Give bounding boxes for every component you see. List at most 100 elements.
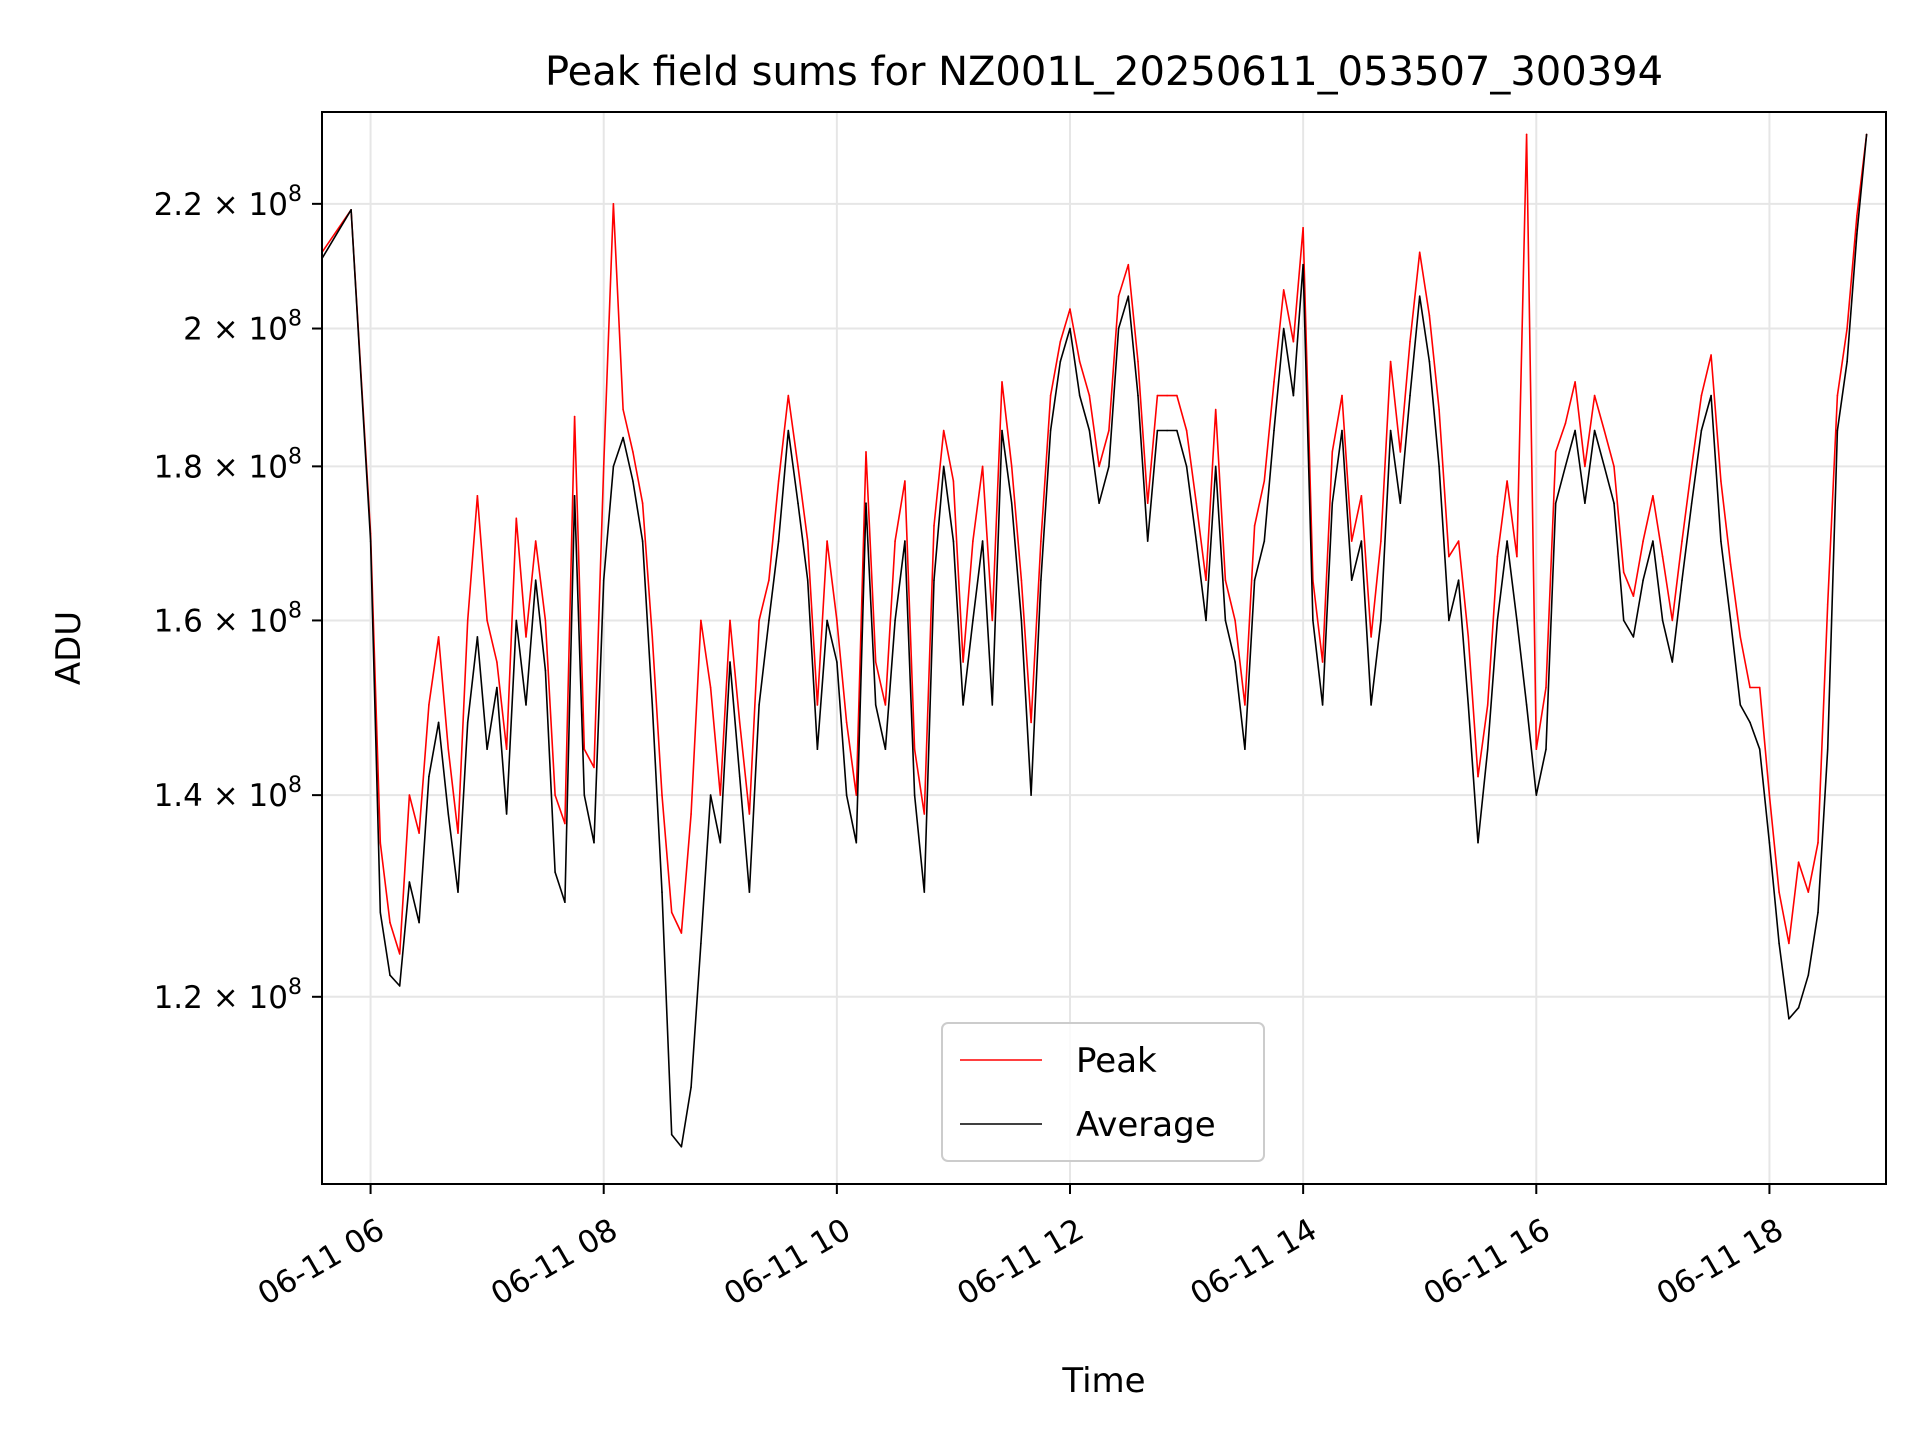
series-peak-line-point <box>496 661 498 663</box>
series-average-line-point <box>1632 636 1635 638</box>
series-average-line-point <box>923 891 926 893</box>
series-peak-line-point <box>1331 451 1334 453</box>
series-peak-line-point <box>1525 133 1528 136</box>
series-average-line-point <box>1486 748 1489 750</box>
x-axis-label: Time <box>1061 1361 1145 1401</box>
series-peak-line-point <box>865 451 867 453</box>
series-average-line-point <box>904 540 906 542</box>
series-average-line-point <box>865 502 867 505</box>
series-average-line-point <box>1661 619 1664 622</box>
series-average-line-point <box>952 540 955 542</box>
series-average-line-point <box>1020 619 1023 622</box>
series-average-line-point <box>1360 540 1363 542</box>
series-average-line-point <box>1205 619 1207 622</box>
series-average-line-point <box>758 704 760 706</box>
series-average-line-point <box>1176 429 1178 432</box>
series-peak-line-point <box>758 619 760 622</box>
series-average-line-point <box>1389 429 1392 432</box>
series-peak-line-point <box>525 636 527 638</box>
y-tick-label: 2 × 108 <box>183 307 302 348</box>
series-peak-line-point <box>1457 540 1460 542</box>
series-average-line-point <box>1078 394 1081 397</box>
series-peak-line-point <box>602 465 605 468</box>
series-average-line-point <box>350 209 352 211</box>
series-peak-line-point <box>1632 595 1635 597</box>
series-average-line-point <box>1088 429 1091 432</box>
series-average-line-point <box>1137 394 1139 397</box>
series-average-line-point <box>1807 974 1810 976</box>
series-peak-line-point <box>593 766 595 769</box>
series-average-line-point <box>641 540 644 542</box>
series-peak-line-point <box>554 794 556 796</box>
series-average-line-point <box>1729 619 1732 622</box>
series-peak-line-point <box>1642 540 1644 542</box>
series-average-line-point <box>1166 429 1168 432</box>
series-peak-line-point <box>962 661 964 663</box>
series-peak-line-point <box>573 415 576 418</box>
series-peak-line-point <box>709 686 712 689</box>
y-axis-label: ADU <box>49 611 89 685</box>
series-average-line-point <box>942 465 945 468</box>
series-peak-line-point <box>1224 579 1227 581</box>
series-average-line-point <box>1253 579 1256 581</box>
series-average-line-point <box>515 619 518 622</box>
series-average-line-point <box>1457 579 1460 581</box>
series-average-line-point <box>1477 841 1479 844</box>
chart-title: Peak field sums for NZ001L_20250611_0535… <box>545 49 1663 95</box>
series-average-line-point <box>1496 619 1499 622</box>
series-peak-line-point <box>583 748 586 750</box>
series-peak-line-point <box>379 841 382 844</box>
series-average-line-point <box>1613 502 1615 505</box>
series-peak-line-point <box>1030 721 1032 724</box>
series-average-line-point <box>1040 579 1042 581</box>
grid <box>322 112 1886 1184</box>
series-average-line-point <box>505 813 508 815</box>
series-peak-line-point <box>1098 465 1100 468</box>
legend: Peak Average <box>941 1022 1265 1162</box>
series-peak-line-point <box>1069 308 1071 310</box>
series-average-line-point <box>777 540 780 542</box>
series-peak-line-point <box>719 794 722 796</box>
series-peak-line-point <box>1389 360 1392 363</box>
series-peak-line-point <box>1137 360 1139 363</box>
series-average-line-point <box>457 891 459 893</box>
series-peak-line-point <box>515 517 518 520</box>
series-peak-line-point <box>534 540 537 542</box>
series-average-line-point <box>972 619 974 622</box>
series-peak-line-point <box>1127 263 1130 266</box>
series-average-line-point <box>1069 327 1071 330</box>
series-peak-line-point <box>787 394 790 397</box>
series-average-line-point <box>1856 233 1858 235</box>
series-peak-line-point <box>1758 686 1761 689</box>
series-average-line-point <box>1195 540 1198 542</box>
series-peak-line-point <box>1448 555 1450 558</box>
series-average-line-point <box>1428 360 1431 363</box>
series-average-line-point <box>544 669 547 672</box>
series-peak-line-point <box>1244 704 1246 706</box>
series-peak-line-point <box>1350 540 1353 542</box>
series-average-line-point <box>1710 394 1712 397</box>
series-average-line-point <box>884 748 887 750</box>
series-average-line-point <box>1788 1018 1790 1020</box>
series-peak-line-point <box>729 619 731 622</box>
series-peak-line-point <box>1778 891 1780 893</box>
series-peak-line-point <box>933 525 935 527</box>
series-average-line-point <box>1273 429 1275 432</box>
series-peak-line-point <box>622 408 624 411</box>
series-average-line-point <box>1554 502 1557 505</box>
series-average-line-point <box>826 619 828 622</box>
series-peak-line-point <box>1263 480 1266 482</box>
series-average-line-point <box>1690 502 1693 505</box>
series-peak-line-point <box>836 619 838 622</box>
series-peak-line-point <box>1253 525 1256 527</box>
series-average-line-point <box>1768 841 1771 844</box>
series-peak-line-point <box>1506 480 1508 482</box>
series-peak-line-point <box>777 480 780 482</box>
series-peak-line-point <box>1438 408 1440 411</box>
series-peak-line-point <box>874 661 877 663</box>
series-average-line-point <box>1622 619 1625 622</box>
series-peak-line-point <box>641 502 644 505</box>
series-average-line-point <box>816 748 819 750</box>
series-peak-line-point <box>1380 540 1382 542</box>
